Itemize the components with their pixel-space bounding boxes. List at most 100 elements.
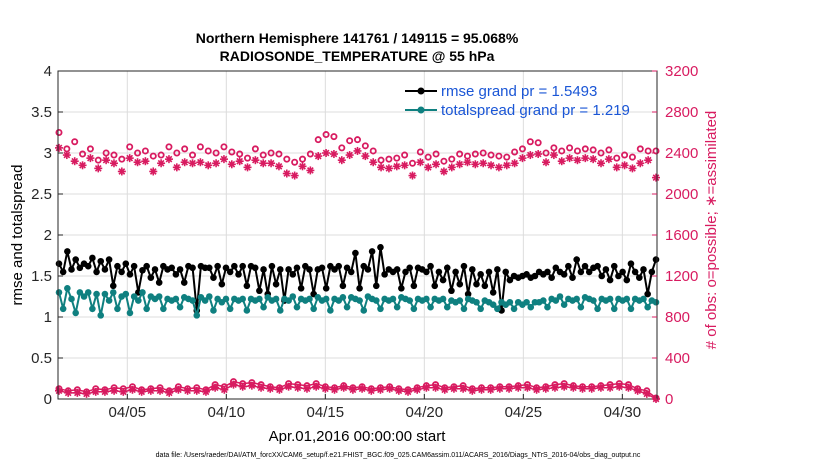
- asterisk-stroke: [165, 389, 173, 397]
- data-point: [339, 294, 347, 301]
- data-point: [282, 169, 291, 178]
- data-point: [569, 383, 578, 392]
- data-point: [640, 295, 647, 303]
- asterisk-stroke: [496, 385, 504, 393]
- data-point: [644, 147, 652, 155]
- data-point: [400, 161, 409, 170]
- data-point: [597, 149, 605, 157]
- data-point: [539, 297, 547, 304]
- data-point: [135, 297, 142, 304]
- asterisk-stroke: [560, 383, 568, 391]
- asterisk-stroke: [248, 382, 256, 390]
- y-tick-label: 1.5: [31, 268, 52, 285]
- x-axis-label: Apr.01,2016 00:00:00 start: [269, 428, 447, 445]
- data-point: [369, 147, 377, 155]
- data-point: [552, 297, 560, 304]
- y2-tick-label: 1600: [665, 227, 698, 244]
- data-point: [636, 145, 644, 153]
- asterisk-stroke: [369, 158, 377, 166]
- data-point: [485, 268, 493, 276]
- data-point: [55, 128, 63, 136]
- asterisk-stroke: [558, 157, 566, 165]
- data-point: [652, 256, 660, 263]
- data-point: [310, 305, 317, 313]
- data-point: [205, 293, 213, 300]
- data-point: [489, 301, 497, 309]
- data-point: [274, 162, 283, 171]
- asterisk-stroke: [566, 154, 573, 162]
- series-0: [55, 244, 660, 314]
- asterisk-stroke: [149, 168, 157, 175]
- data-point: [72, 256, 79, 263]
- data-point: [469, 266, 476, 273]
- data-point: [151, 266, 159, 273]
- data-point: [298, 162, 307, 171]
- data-point: [431, 282, 439, 290]
- asterisk-stroke: [511, 159, 518, 167]
- data-point: [526, 138, 534, 146]
- data-point: [227, 160, 236, 169]
- data-point: [640, 266, 647, 273]
- data-point: [377, 163, 386, 172]
- data-point: [376, 385, 385, 394]
- data-point: [550, 144, 558, 152]
- asterisk-stroke: [621, 161, 628, 169]
- data-point: [201, 387, 210, 396]
- data-point: [389, 295, 397, 303]
- data-point: [173, 149, 181, 157]
- data-point: [577, 303, 585, 311]
- data-point: [204, 147, 212, 155]
- data-point: [459, 384, 468, 393]
- asterisk-stroke: [267, 159, 275, 167]
- data-point: [86, 154, 95, 163]
- asterisk-stroke: [377, 163, 385, 171]
- asterisk-stroke: [634, 387, 642, 395]
- asterisk-stroke: [230, 381, 237, 389]
- data-point: [343, 303, 351, 311]
- data-point: [322, 149, 331, 157]
- data-point: [343, 264, 351, 272]
- data-point: [82, 389, 91, 398]
- data-point: [356, 285, 363, 292]
- data-point: [133, 158, 142, 167]
- y2-tick-label: 800: [665, 309, 690, 326]
- asterisk-stroke: [459, 385, 467, 393]
- data-point: [377, 244, 384, 251]
- y-tick-label: 2: [44, 227, 52, 244]
- data-point: [495, 384, 504, 393]
- data-point: [481, 282, 489, 290]
- asterisk-stroke: [478, 386, 485, 394]
- data-point: [155, 279, 163, 286]
- legend: rmse grand pr = 1.5493 totalspread grand…: [405, 83, 630, 119]
- data-point: [531, 272, 539, 280]
- data-point: [432, 160, 441, 169]
- data-point: [289, 293, 297, 300]
- data-point: [477, 305, 484, 313]
- data-point: [384, 164, 393, 173]
- y-tick-label: 3.5: [31, 104, 52, 121]
- x-tick-label: 04/20: [406, 404, 444, 421]
- data-point: [471, 160, 480, 169]
- data-point: [627, 305, 635, 313]
- data-point: [156, 386, 165, 395]
- data-point: [260, 266, 267, 273]
- data-point: [440, 157, 448, 165]
- data-point: [573, 156, 582, 165]
- asterisk-stroke: [63, 151, 71, 159]
- data-point: [235, 157, 244, 166]
- data-point: [573, 147, 581, 155]
- data-point: [91, 387, 100, 396]
- asterisk-stroke: [299, 162, 306, 170]
- asterisk-stroke: [569, 384, 577, 392]
- data-point: [587, 384, 596, 393]
- data-point: [393, 154, 401, 162]
- data-point: [214, 262, 221, 270]
- y2-tick-label: 2400: [665, 145, 698, 162]
- data-point: [143, 305, 150, 313]
- data-point: [636, 274, 643, 281]
- data-point: [439, 295, 447, 303]
- data-point: [243, 307, 251, 314]
- data-point: [89, 254, 96, 262]
- data-point: [321, 384, 330, 393]
- data-point: [479, 159, 488, 168]
